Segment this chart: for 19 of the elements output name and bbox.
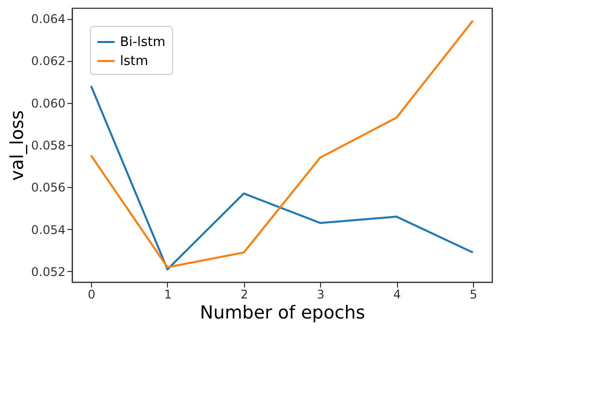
y-tick-label: 0.062 [31,54,66,68]
y-tick-label: 0.056 [31,180,66,195]
x-tick-label: 1 [164,288,172,302]
y-tick-label: 0.054 [31,222,66,237]
y-tick-label: 0.064 [31,12,66,26]
x-tick-label: 0 [88,288,96,302]
legend-label: lstm [120,54,148,69]
y-tick-label: 0.058 [31,138,66,152]
line-series [90,84,474,270]
legend-label: Bi-lstm [120,35,166,50]
x-axis-title: Number of epochs [200,302,366,324]
line-series [90,20,474,268]
x-tick-label: 3 [316,288,324,302]
y-tick-label: 0.060 [31,96,66,110]
x-tick-label: 2 [240,288,248,302]
x-tick-label: 5 [470,288,478,302]
x-tick-label: 4 [393,288,401,302]
y-axis-title: val_loss [7,110,28,181]
y-tick-label: 0.052 [31,264,66,279]
